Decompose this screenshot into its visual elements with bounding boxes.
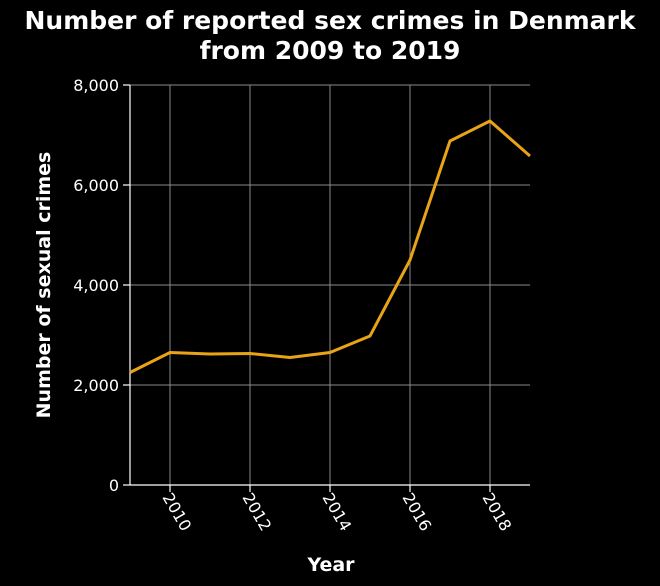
y-tick-label: 6,000	[73, 176, 119, 195]
x-tick-label: 2016	[399, 490, 436, 535]
y-tick-label: 4,000	[73, 276, 119, 295]
x-tick-label: 2010	[159, 490, 196, 535]
x-tick-label: 2014	[319, 490, 356, 535]
y-tick-label: 8,000	[73, 76, 119, 95]
y-axis-label: Number of sexual crimes	[33, 152, 55, 419]
y-tick-label: 2,000	[73, 376, 119, 395]
x-tick-label: 2012	[239, 490, 276, 535]
y-tick-label: 0	[109, 476, 119, 495]
x-axis-label: Year	[306, 554, 355, 576]
x-tick-label: 2018	[479, 490, 516, 535]
series-group	[129, 119, 531, 374]
series-line-0	[129, 119, 531, 374]
chart-title-line-2: from 2009 to 2019	[200, 36, 461, 65]
chart-title-line-1: Number of reported sex crimes in Denmark	[24, 6, 636, 35]
